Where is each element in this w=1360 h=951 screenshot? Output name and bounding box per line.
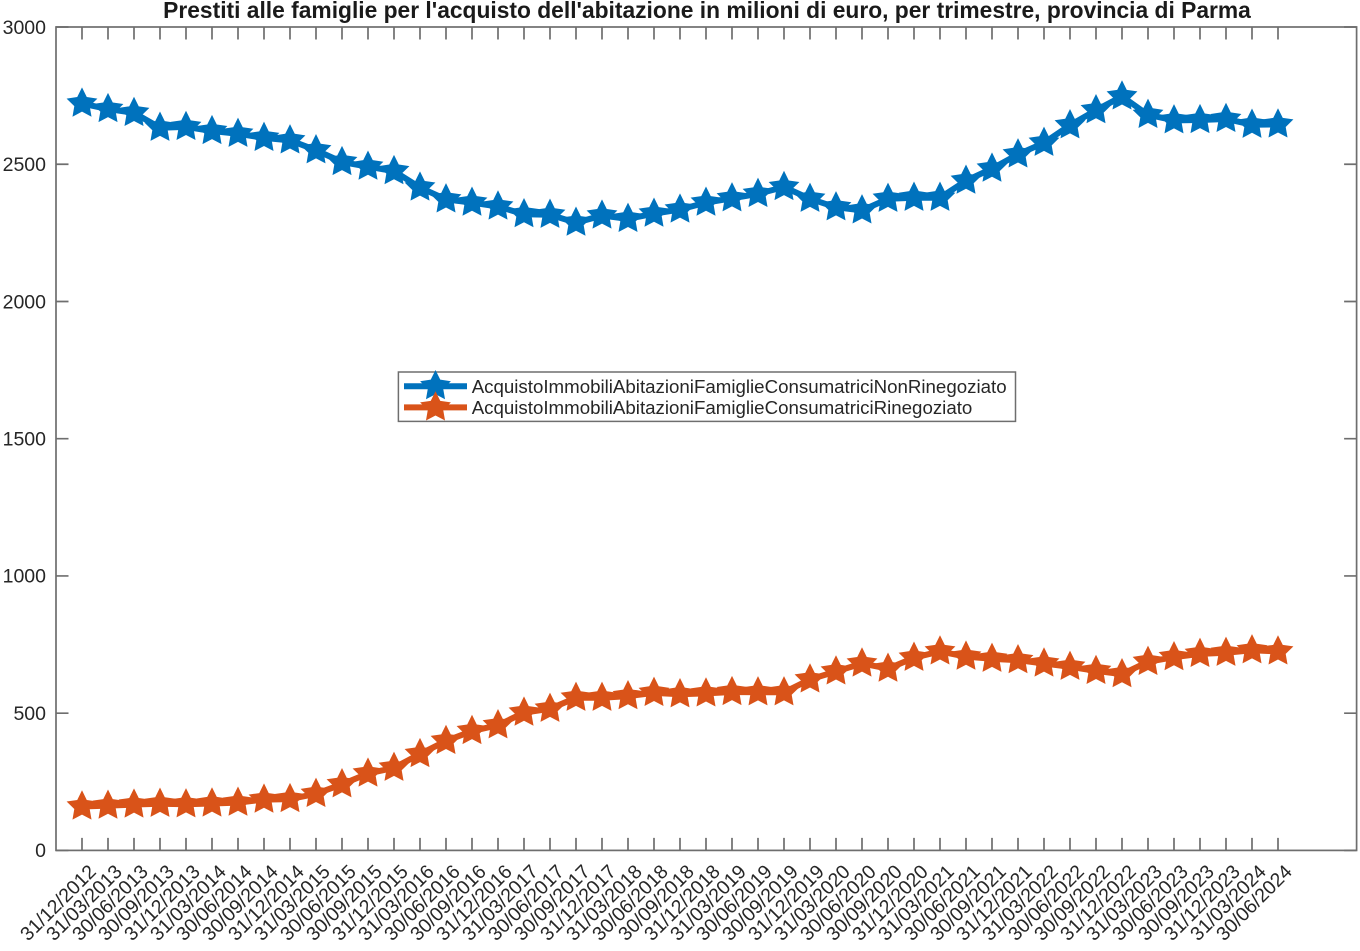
svg-text:3000: 3000 bbox=[3, 17, 47, 39]
svg-text:AcquistoImmobiliAbitazioniFami: AcquistoImmobiliAbitazioniFamiglieConsum… bbox=[472, 397, 973, 418]
svg-text:2000: 2000 bbox=[3, 291, 47, 313]
svg-text:AcquistoImmobiliAbitazioniFami: AcquistoImmobiliAbitazioniFamiglieConsum… bbox=[472, 376, 1007, 397]
svg-text:500: 500 bbox=[13, 703, 46, 725]
svg-text:1000: 1000 bbox=[3, 566, 47, 588]
svg-text:1500: 1500 bbox=[3, 429, 47, 451]
svg-text:2500: 2500 bbox=[3, 154, 47, 176]
svg-text:0: 0 bbox=[35, 840, 46, 862]
svg-text:Prestiti alle famiglie per l'a: Prestiti alle famiglie per l'acquisto de… bbox=[163, 0, 1251, 23]
